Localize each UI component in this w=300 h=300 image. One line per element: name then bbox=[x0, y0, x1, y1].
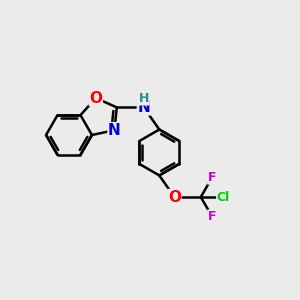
Text: N: N bbox=[137, 100, 150, 115]
Text: N: N bbox=[108, 123, 121, 138]
Text: H: H bbox=[139, 92, 149, 105]
Text: O: O bbox=[168, 190, 181, 205]
Text: Cl: Cl bbox=[217, 190, 230, 203]
Text: O: O bbox=[89, 91, 102, 106]
Text: F: F bbox=[208, 171, 216, 184]
Text: F: F bbox=[208, 210, 216, 223]
